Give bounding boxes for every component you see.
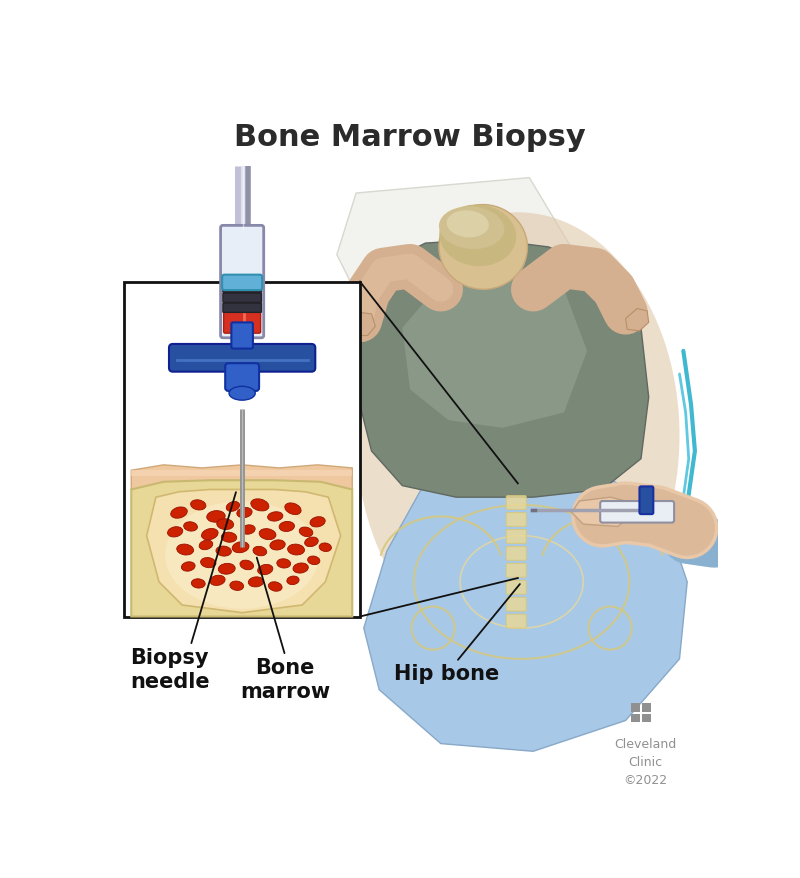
FancyBboxPatch shape [223,294,262,303]
Ellipse shape [319,543,331,552]
Ellipse shape [439,207,504,249]
Ellipse shape [206,511,225,522]
Ellipse shape [305,537,318,547]
Ellipse shape [177,544,194,556]
Ellipse shape [202,529,218,540]
Ellipse shape [216,546,231,557]
Ellipse shape [230,581,244,591]
FancyBboxPatch shape [506,530,526,543]
FancyBboxPatch shape [506,598,526,611]
Ellipse shape [210,576,225,586]
Ellipse shape [237,507,252,518]
FancyBboxPatch shape [506,615,526,629]
Ellipse shape [184,522,198,531]
FancyBboxPatch shape [600,501,674,523]
Bar [631,703,640,712]
Ellipse shape [287,576,299,585]
FancyBboxPatch shape [223,304,262,313]
FancyBboxPatch shape [224,284,261,334]
Ellipse shape [259,529,276,540]
Polygon shape [131,465,352,490]
Text: Bone
marrow: Bone marrow [240,658,330,701]
FancyBboxPatch shape [169,344,315,372]
FancyBboxPatch shape [506,496,526,510]
Ellipse shape [201,558,216,568]
Ellipse shape [222,533,237,543]
Ellipse shape [267,512,283,522]
Ellipse shape [464,236,526,282]
FancyBboxPatch shape [221,227,264,338]
Polygon shape [356,240,649,498]
FancyBboxPatch shape [506,547,526,561]
Ellipse shape [218,564,235,574]
Polygon shape [626,309,649,332]
Ellipse shape [310,517,326,528]
Ellipse shape [190,500,206,510]
Ellipse shape [199,541,213,551]
Ellipse shape [170,507,187,519]
Ellipse shape [270,540,286,551]
Ellipse shape [277,559,290,568]
FancyBboxPatch shape [226,363,259,392]
FancyBboxPatch shape [223,284,262,293]
Ellipse shape [251,500,269,511]
FancyBboxPatch shape [639,486,654,515]
Text: Hip bone: Hip bone [394,664,499,684]
Ellipse shape [242,525,255,535]
Ellipse shape [356,213,679,659]
Polygon shape [349,313,375,336]
Polygon shape [131,471,352,476]
Bar [123,282,360,617]
FancyBboxPatch shape [231,323,253,349]
Ellipse shape [167,527,182,537]
Polygon shape [364,459,687,752]
FancyBboxPatch shape [222,276,262,291]
Bar [631,714,640,723]
Ellipse shape [269,582,282,592]
Ellipse shape [293,564,308,573]
Ellipse shape [446,211,489,238]
Ellipse shape [232,542,249,553]
Text: Bone Marrow Biopsy: Bone Marrow Biopsy [234,123,586,152]
Ellipse shape [285,503,301,515]
Ellipse shape [308,557,320,565]
Ellipse shape [287,544,305,555]
Ellipse shape [279,522,294,532]
Bar [642,714,650,723]
FancyBboxPatch shape [506,564,526,578]
Ellipse shape [439,205,527,290]
Text: Cleveland
Clinic
©2022: Cleveland Clinic ©2022 [614,738,677,787]
Polygon shape [402,267,587,428]
Ellipse shape [182,562,195,572]
Ellipse shape [226,502,240,512]
Ellipse shape [240,560,254,570]
Ellipse shape [258,565,273,575]
FancyBboxPatch shape [506,513,526,527]
Ellipse shape [165,501,319,609]
Ellipse shape [299,528,313,537]
Ellipse shape [229,387,255,400]
Polygon shape [146,490,341,613]
Polygon shape [337,178,575,294]
Text: Biopsy
needle: Biopsy needle [130,648,210,691]
Ellipse shape [217,519,234,530]
Ellipse shape [248,577,264,587]
Ellipse shape [439,205,516,267]
FancyBboxPatch shape [506,580,526,594]
Ellipse shape [253,547,266,556]
Bar [642,703,650,712]
Polygon shape [131,480,352,617]
Ellipse shape [191,579,205,588]
Polygon shape [572,498,630,527]
